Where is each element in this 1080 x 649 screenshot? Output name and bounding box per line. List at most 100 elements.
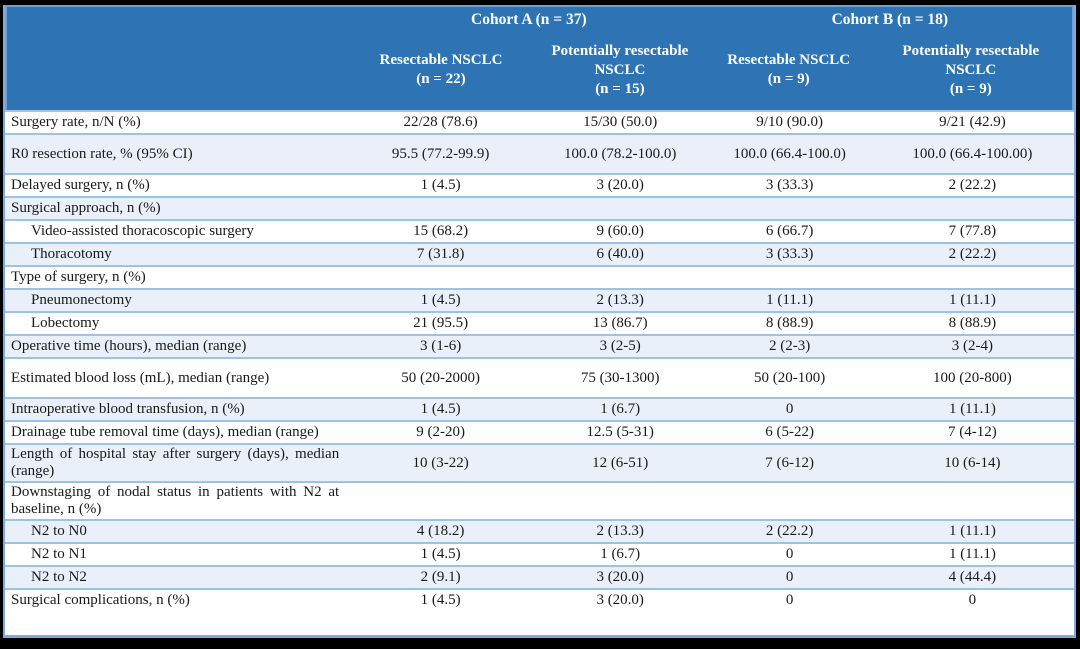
column-header-label: Potentially resectable NSCLC	[902, 42, 1040, 78]
column-header-potentially-resectable-b: Potentially resectable NSCLC (n = 9)	[870, 42, 1072, 99]
cell-value: 1 (11.1)	[948, 292, 996, 308]
row-label: Surgical complications, n (%)	[11, 592, 190, 608]
column-header-n: (n = 9)	[949, 80, 992, 97]
row-label: Downstaging of nodal status in patients …	[11, 484, 340, 517]
cell-value: 1 (11.1)	[948, 401, 996, 417]
table-row: Thoracotomy 7 (31.8) 6 (40.0) 3 (33.3) 2 (22…	[5, 242, 1074, 265]
table-row: Lobectomy 21 (95.5) 13 (86.7) 8 (88.9) 8 (88…	[5, 311, 1074, 334]
row-label: R0 resection rate, % (95% CI)	[11, 145, 193, 162]
table-row: Pneumonectomy 1 (4.5) 2 (13.3) 1 (11.1) 1 (1…	[5, 288, 1074, 311]
column-header-n: (n = 15)	[595, 80, 645, 97]
cell-value: 1 (11.1)	[948, 546, 996, 562]
cell-value: 0	[785, 592, 794, 608]
cell-value: 3 (2-5)	[599, 338, 641, 354]
column-header-resectable-a: Resectable NSCLC (n = 22)	[350, 51, 532, 89]
cell-value: 95.5 (77.2-99.9)	[391, 145, 490, 162]
row-label: N2 to N2	[31, 569, 87, 585]
cell-value: 0	[968, 592, 977, 608]
cell-value: 100.0 (66.4-100.00)	[912, 145, 1033, 162]
cell-value: 50 (20-2000)	[401, 369, 480, 386]
cell-value: 8 (88.9)	[765, 315, 814, 331]
cell-value: 100.0 (66.4-100.0)	[733, 145, 846, 162]
cell-value: 12.5 (5-31)	[586, 424, 654, 440]
cell-value: 9 (60.0)	[596, 223, 644, 239]
cell-value: 3 (33.3)	[765, 177, 814, 193]
cell-value: 1 (4.5)	[420, 546, 461, 562]
column-header-label: Resectable NSCLC	[379, 52, 503, 68]
cell-value: 6 (66.7)	[765, 223, 814, 239]
row-label: Surgical approach, n (%)	[11, 200, 161, 216]
row-label: Lobectomy	[31, 315, 100, 331]
table-row: Delayed surgery, n (%) 1 (4.5) 3 (20.0) 3 (…	[5, 173, 1074, 196]
cell-value: 22/28 (78.6)	[403, 114, 478, 130]
cell-value: 1 (4.5)	[420, 592, 461, 608]
cell-value: 2 (13.3)	[596, 523, 644, 539]
cell-value: 3 (33.3)	[765, 246, 814, 262]
cell-value: 0	[785, 546, 794, 562]
subgroup-header-row: Resectable NSCLC (n = 22) Potentially re…	[7, 32, 1072, 110]
row-label: Drainage tube removal time (days), media…	[11, 424, 319, 440]
cell-value: 10 (6-14)	[944, 454, 1001, 471]
table-row: Intraoperative blood transfusion, n (%) 1…	[5, 397, 1074, 420]
cell-value: 6 (40.0)	[596, 246, 644, 262]
cell-value: 13 (86.7)	[592, 315, 648, 331]
row-label: Pneumonectomy	[31, 292, 132, 308]
cell-value: 100.0 (78.2-100.0)	[563, 145, 677, 162]
row-label: Type of surgery, n (%)	[11, 269, 146, 285]
table-row: Length of hospital stay after surgery (d…	[5, 443, 1074, 481]
cell-value: 6 (5-22)	[765, 424, 814, 440]
table-row: Surgical complications, n (%) 1 (4.5) 3 (2…	[5, 588, 1074, 611]
table-row: Surgery rate, n/N (%) 22/28 (78.6) 15/30 (…	[5, 110, 1074, 133]
row-label: N2 to N1	[31, 546, 87, 562]
cell-value: 2 (22.2)	[948, 246, 997, 262]
column-header-n: (n = 9)	[767, 71, 810, 87]
column-header-resectable-b: Resectable NSCLC (n = 9)	[708, 51, 870, 89]
surgical-outcomes-table: Cohort A (n = 37) Cohort B (n = 18) Rese…	[3, 5, 1076, 638]
cell-value: 1 (11.1)	[766, 292, 814, 308]
cell-value: 3 (2-4)	[951, 338, 994, 354]
row-label: Estimated blood loss (mL), median (range…	[11, 369, 270, 386]
row-label: Operative time (hours), median (range)	[11, 338, 247, 354]
table-body: Surgery rate, n/N (%) 22/28 (78.6) 15/30 (…	[5, 110, 1074, 635]
cell-value: 2 (9.1)	[420, 569, 461, 585]
table-row: Downstaging of nodal status in patients …	[5, 481, 1074, 519]
cell-value: 9 (2-20)	[416, 424, 465, 440]
table-row: N2 to N2 2 (9.1) 3 (20.0) 0 4 (44.4)	[5, 565, 1074, 588]
cell-value: 7 (6-12)	[765, 454, 814, 471]
row-label: Surgery rate, n/N (%)	[11, 114, 141, 130]
cell-value: 3 (20.0)	[596, 177, 644, 193]
row-label: Delayed surgery, n (%)	[11, 177, 150, 193]
cell-value: 4 (44.4)	[948, 569, 997, 585]
cell-value: 3 (1-6)	[419, 338, 462, 354]
cell-value: 1 (6.7)	[600, 546, 641, 562]
cell-value: 3 (20.0)	[596, 592, 644, 608]
cell-value: 2 (2-3)	[768, 338, 811, 354]
row-label: Video-assisted thoracoscopic surgery	[31, 223, 254, 239]
cell-value: 15 (68.2)	[413, 223, 469, 239]
cell-value: 2 (13.3)	[596, 292, 644, 308]
table-row: N2 to N1 1 (4.5) 1 (6.7) 0 1 (11.1)	[5, 542, 1074, 565]
cell-value: 12 (6-51)	[592, 454, 649, 471]
column-header-n: (n = 22)	[416, 71, 466, 87]
cell-value: 7 (31.8)	[416, 246, 465, 262]
table-row: Video-assisted thoracoscopic surgery 15 (…	[5, 219, 1074, 242]
cell-value: 3 (20.0)	[596, 569, 644, 585]
row-label: Thoracotomy	[31, 246, 112, 262]
cell-value: 10 (3-22)	[412, 454, 469, 471]
table-row: R0 resection rate, % (95% CI) 95.5 (77.2-…	[5, 133, 1074, 173]
cell-value: 9/10 (90.0)	[756, 114, 823, 130]
cell-value: 2 (22.2)	[765, 523, 814, 539]
cell-value: 2 (22.2)	[948, 177, 997, 193]
table-row: Type of surgery, n (%)	[5, 265, 1074, 288]
cell-value: 1 (4.5)	[420, 401, 461, 417]
table-row: Surgical approach, n (%)	[5, 196, 1074, 219]
cell-value: 75 (30-1300)	[580, 369, 660, 386]
cell-value: 9/21 (42.9)	[939, 114, 1006, 130]
row-label: N2 to N0	[31, 523, 87, 539]
cell-value: 100 (20-800)	[933, 369, 1012, 386]
column-header-label: Potentially resectable NSCLC	[551, 42, 689, 78]
cohort-header-row: Cohort A (n = 37) Cohort B (n = 18)	[7, 7, 1072, 32]
cell-value: 1 (4.5)	[420, 177, 461, 193]
table-header: Cohort A (n = 37) Cohort B (n = 18) Rese…	[5, 5, 1074, 110]
